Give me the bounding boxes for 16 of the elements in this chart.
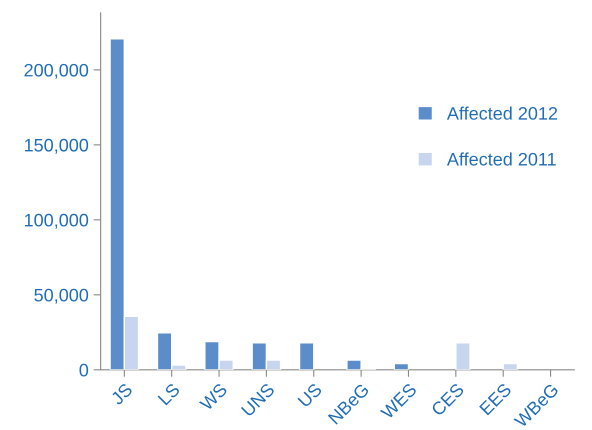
bar	[394, 362, 410, 370]
legend-label: Affected 2011	[446, 152, 556, 166]
y-tick-label: 0	[80, 364, 88, 377]
y-tick-label: 150,000	[24, 138, 88, 154]
legend-label: Affected 2012	[446, 106, 558, 120]
bar	[455, 342, 471, 370]
y-tick-label: 50,000	[34, 288, 88, 304]
x-tick-label: LS	[157, 382, 180, 406]
y-tick-label: 100,000	[24, 214, 88, 229]
x-tick-label: US	[297, 382, 323, 408]
x-tick-label: JS	[110, 382, 134, 406]
y-tick-label: 200,000	[24, 64, 88, 79]
bar	[298, 342, 314, 370]
x-tick-label: WS	[198, 382, 228, 412]
x-tick-label: CES	[430, 382, 465, 417]
bar	[502, 362, 518, 370]
